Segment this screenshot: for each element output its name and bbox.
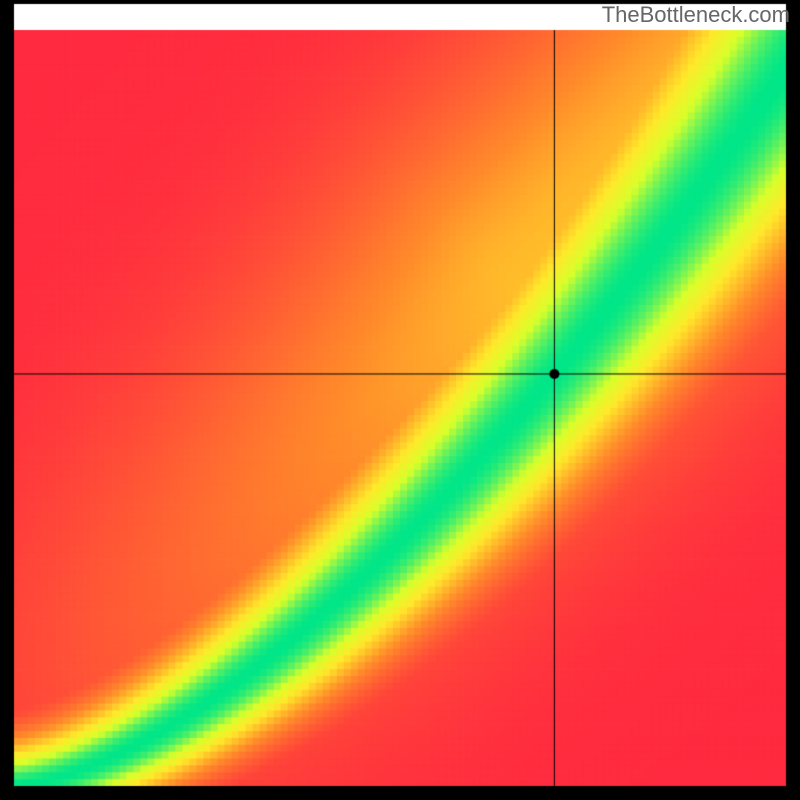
chart-container: TheBottleneck.com xyxy=(0,0,800,800)
watermark-text: TheBottleneck.com xyxy=(602,2,790,28)
heatmap-canvas xyxy=(0,0,800,800)
